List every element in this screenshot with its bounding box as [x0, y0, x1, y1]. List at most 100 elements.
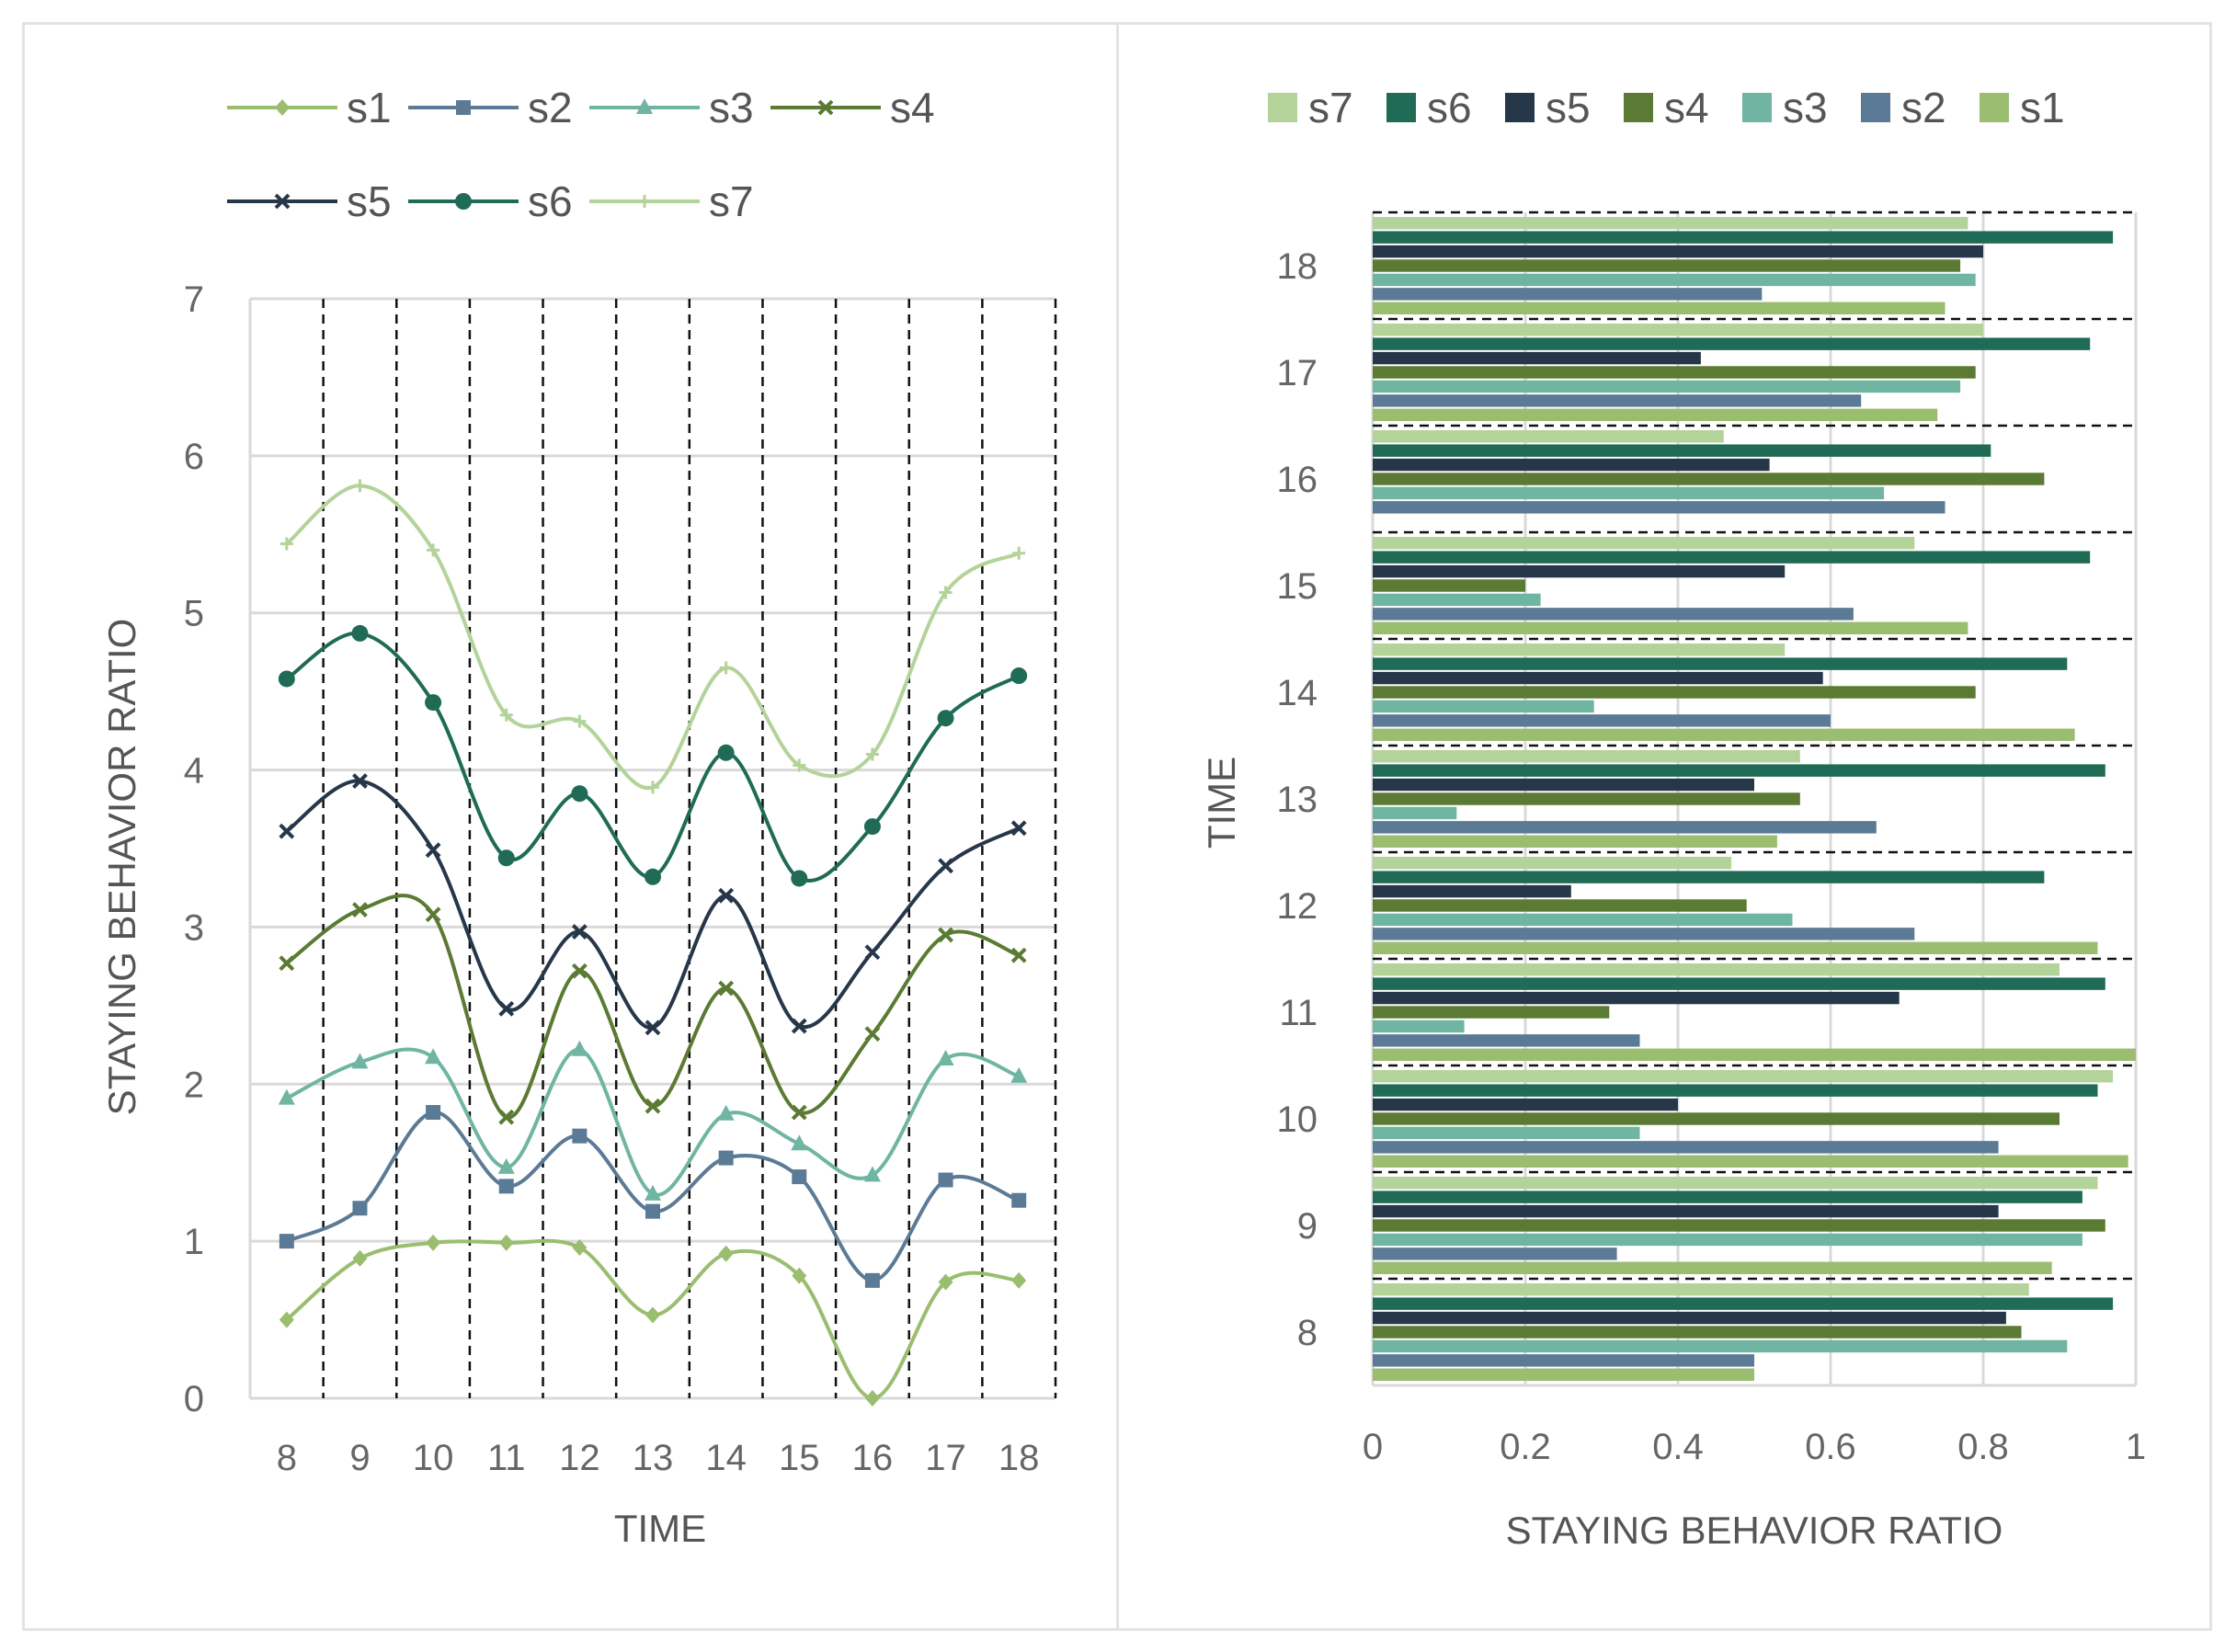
data-point-s4: [938, 927, 953, 943]
data-point-s1: [718, 1245, 734, 1262]
legend-label-s1: s1: [347, 84, 392, 131]
data-point-s4: [498, 1109, 515, 1125]
x-tick-label: 0.8: [1957, 1427, 2009, 1467]
y-tick-label: 15: [1277, 566, 1318, 607]
data-point-s5: [571, 924, 588, 940]
bar-s4-18: [1373, 259, 1961, 272]
data-point-s1: [572, 1238, 588, 1256]
bar-s6-17: [1373, 337, 2091, 350]
data-point-s6: [791, 870, 808, 887]
bar-s5-16: [1373, 458, 1770, 472]
data-point-s7: [719, 661, 733, 675]
x-tick-label: 18: [998, 1438, 1040, 1478]
data-point-s2: [864, 1272, 880, 1288]
legend-item-s5: s5: [227, 177, 392, 225]
bar-s4-15: [1373, 579, 1525, 592]
bar-s7-12: [1373, 857, 1732, 870]
bar-s1-9: [1373, 1261, 2052, 1274]
data-point-s6: [425, 694, 442, 712]
y-tick-label: 4: [184, 751, 204, 792]
data-point-s3: [937, 1049, 954, 1065]
data-point-s4: [864, 1026, 881, 1042]
legend-item-s4: s4: [1624, 84, 1709, 131]
x-tick-label: 12: [559, 1438, 600, 1478]
bar-s3-8: [1373, 1339, 2068, 1353]
y-tick-label: 2: [184, 1065, 204, 1105]
bar-s3-13: [1373, 806, 1457, 820]
bar-s3-17: [1373, 380, 1961, 393]
bar-s3-16: [1373, 486, 1885, 500]
legend-swatch-s3: [1742, 93, 1772, 122]
bar-s5-13: [1373, 778, 1754, 792]
bar-s4-17: [1373, 366, 1976, 379]
legend-label-s3: s3: [709, 84, 754, 131]
x-tick-label: 0: [1363, 1427, 1383, 1467]
bar-s6-18: [1373, 231, 2114, 244]
bar-s7-14: [1373, 644, 1786, 656]
data-point-s1: [645, 1306, 660, 1324]
series-s2: [279, 1105, 1027, 1288]
bar-s2-9: [1373, 1248, 1617, 1260]
bar-s5-12: [1373, 884, 1571, 898]
y-tick-label: 3: [184, 907, 204, 948]
legend-item-s6: s6: [1386, 84, 1472, 131]
legend-label-s2: s2: [528, 84, 573, 131]
data-point-s4: [1010, 947, 1027, 963]
legend-item-s1: s1: [1980, 84, 2065, 131]
data-point-s7: [646, 780, 659, 794]
data-point-s2: [792, 1169, 807, 1185]
bar-s3-10: [1373, 1126, 1640, 1140]
line-chart-panel: 0 1 2 3 4 5 6 7 8 9 10 11 12 13 14 15 16 17 18 TIME STAYING …: [22, 22, 1122, 1631]
data-point-s7: [280, 537, 293, 551]
bar-s3-12: [1373, 913, 1793, 927]
data-point-s5: [718, 887, 735, 904]
data-point-s5: [938, 858, 953, 874]
bar-s4-9: [1373, 1219, 2105, 1232]
bar-s6-9: [1373, 1191, 2082, 1203]
legend-label-s1: s1: [2020, 84, 2065, 131]
y-tick-label: 10: [1277, 1099, 1318, 1140]
data-point-s1: [792, 1267, 807, 1284]
bar-s2-11: [1373, 1034, 1640, 1047]
bar-chart: 0 0.2 0.4 0.6 0.8 189101112131415161718STAYIN…: [1200, 84, 2146, 1552]
x-tick-label: 9: [349, 1438, 370, 1478]
legend-item-s3: s3: [1742, 84, 1828, 131]
legend-swatch-s5: [1505, 93, 1535, 122]
data-point-s2: [352, 1201, 368, 1216]
data-point-s5: [279, 823, 295, 839]
legend-item-s2: s2: [1861, 84, 1946, 131]
data-point-s2: [279, 1234, 294, 1249]
data-point-s5: [1010, 820, 1027, 837]
bar-s6-16: [1373, 444, 1991, 457]
data-point-s7: [793, 758, 806, 772]
x-tick-label: 11: [487, 1438, 526, 1478]
bar-s2-16: [1373, 501, 1945, 514]
data-point-s3: [1010, 1066, 1028, 1083]
data-point-s6: [863, 818, 881, 836]
data-point-s5: [864, 944, 881, 961]
bar-s2-8: [1373, 1354, 1754, 1367]
data-point-s5: [791, 1018, 807, 1034]
data-point-s1: [864, 1390, 880, 1407]
bar-s5-14: [1373, 671, 1823, 685]
legend-label-s7: s7: [1308, 84, 1353, 131]
bar-s5-15: [1373, 564, 1786, 578]
legend-marker-s5: [274, 193, 291, 210]
bar-s6-12: [1373, 871, 2045, 883]
data-point-s3: [717, 1104, 735, 1121]
series-s1: [279, 1234, 1027, 1407]
y-axis-title: STAYING BEHAVIOR RATIO: [100, 619, 143, 1116]
bar-s7-18: [1373, 217, 1968, 230]
bar-s7-15: [1373, 537, 1915, 550]
data-point-s3: [425, 1048, 442, 1065]
data-point-s2: [426, 1105, 441, 1121]
bar-s2-12: [1373, 928, 1915, 940]
series-s4: [279, 894, 1027, 1125]
bar-s1-18: [1373, 302, 1945, 314]
legend-marker-s3: [636, 98, 653, 114]
x-tick-label: 0.6: [1805, 1427, 1856, 1467]
legend-swatch-s6: [1386, 93, 1416, 122]
bar-s7-11: [1373, 963, 2060, 976]
data-point-s6: [497, 849, 515, 867]
